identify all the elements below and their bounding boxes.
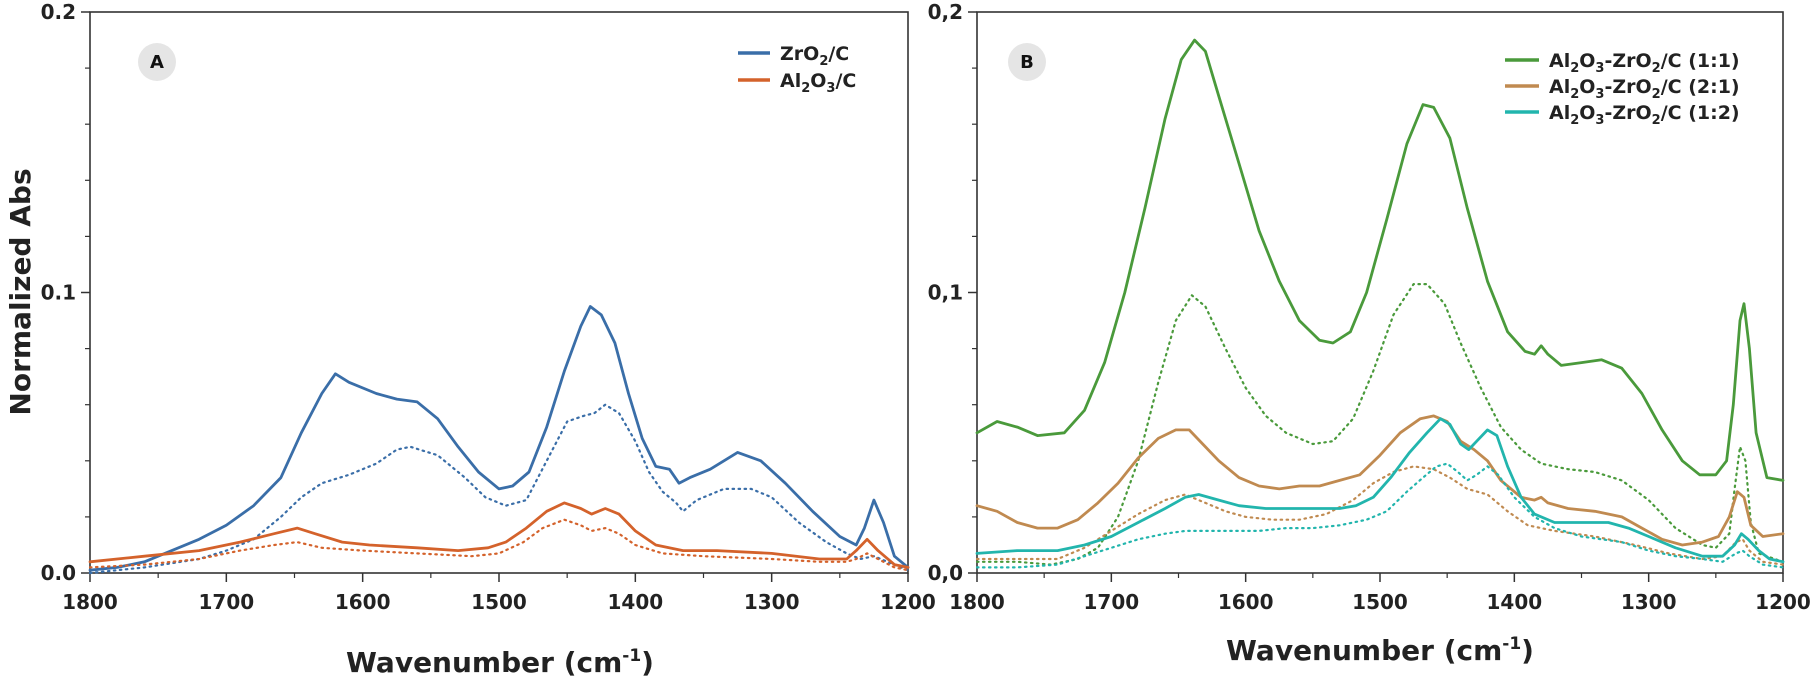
panel-b-series [975,38,1785,569]
y-axis-title: Normalized Abs [4,168,37,415]
panel-a-legend-label: Al2O3/C [780,70,856,96]
panel-b-ticks: 1800 1700 1600 1500 1400 1300 1200 0,0 0,1 0,2 [928,0,1811,614]
panel-b-x-tick-label: 1600 [1218,590,1274,614]
panel-b-letter: B [1020,52,1034,73]
panel-b-x-tick-label: 1300 [1621,590,1677,614]
panel-b-series-5-dotted-line [975,462,1785,569]
panel-b-x-tick-label: 1700 [1083,590,1139,614]
panel-b-series-4-line [975,417,1785,564]
panel-b-series-3-dotted-line [975,465,1785,566]
panel-a-x-tick-label: 1200 [880,590,936,614]
panel-a-series [88,305,910,575]
panel-a-x-tick-label: 1800 [62,590,118,614]
panel-b-x-tick-label: 1500 [1352,590,1408,614]
panel-a-legend-label: ZrO2/C [780,43,849,69]
panel-b-y-tick-label: 0,0 [928,561,963,585]
panel-a-badge [138,43,176,81]
panel-a-y-tick-label: 0.1 [41,281,76,305]
panel-b-y-tick-label: 0,1 [928,281,963,305]
panel-b-legend-label: Al2O3-ZrO2/C (1:2) [1549,102,1740,128]
panel-b-series-0-line [975,38,1785,482]
panel-a-series-3-dotted-line [88,518,910,572]
panel-a-x-tick-label: 1700 [198,590,254,614]
panel-a-x-tick-label: 1500 [471,590,527,614]
panel-a-y-tick-label: 0.2 [41,0,76,24]
panel-b-badge [1008,43,1046,81]
panel-b-legend-label: Al2O3-ZrO2/C (2:1) [1549,76,1740,102]
panel-a-y-tick-label: 0.0 [41,561,76,585]
panel-b-legend: Al2O3-ZrO2/C (1:1)Al2O3-ZrO2/C (2:1)Al2O… [1505,50,1740,128]
panel-a-letter: A [150,52,164,73]
panel-a-ticks: 1800 1700 1600 1500 1400 1300 1200 0.0 0.1 0.2 [41,0,936,614]
panel-a-x-axis-title: Wavenumber (cm-1) [346,646,654,679]
panel-b-x-tick-label: 1200 [1755,590,1811,614]
panel-b-series-1-dotted-line [975,283,1785,566]
panel-b-y-tick-label: 0,2 [928,0,963,24]
panel-a-series-0-line [88,305,910,572]
panel-b-x-axis-title: Wavenumber (cm-1) [1226,634,1534,667]
panel-a-x-tick-label: 1400 [607,590,663,614]
panel-a-x-tick-label: 1600 [335,590,391,614]
panel-a-series-1-dotted-line [88,403,910,575]
panel-b-x-tick-label: 1800 [949,590,1005,614]
panel-a-x-tick-label: 1300 [744,590,800,614]
panel-a-series-2-line [88,501,910,569]
panel-b-series-2-line [975,414,1785,547]
panel-b-legend-label: Al2O3-ZrO2/C (1:1) [1549,50,1740,76]
panel-b-x-tick-label: 1400 [1486,590,1542,614]
